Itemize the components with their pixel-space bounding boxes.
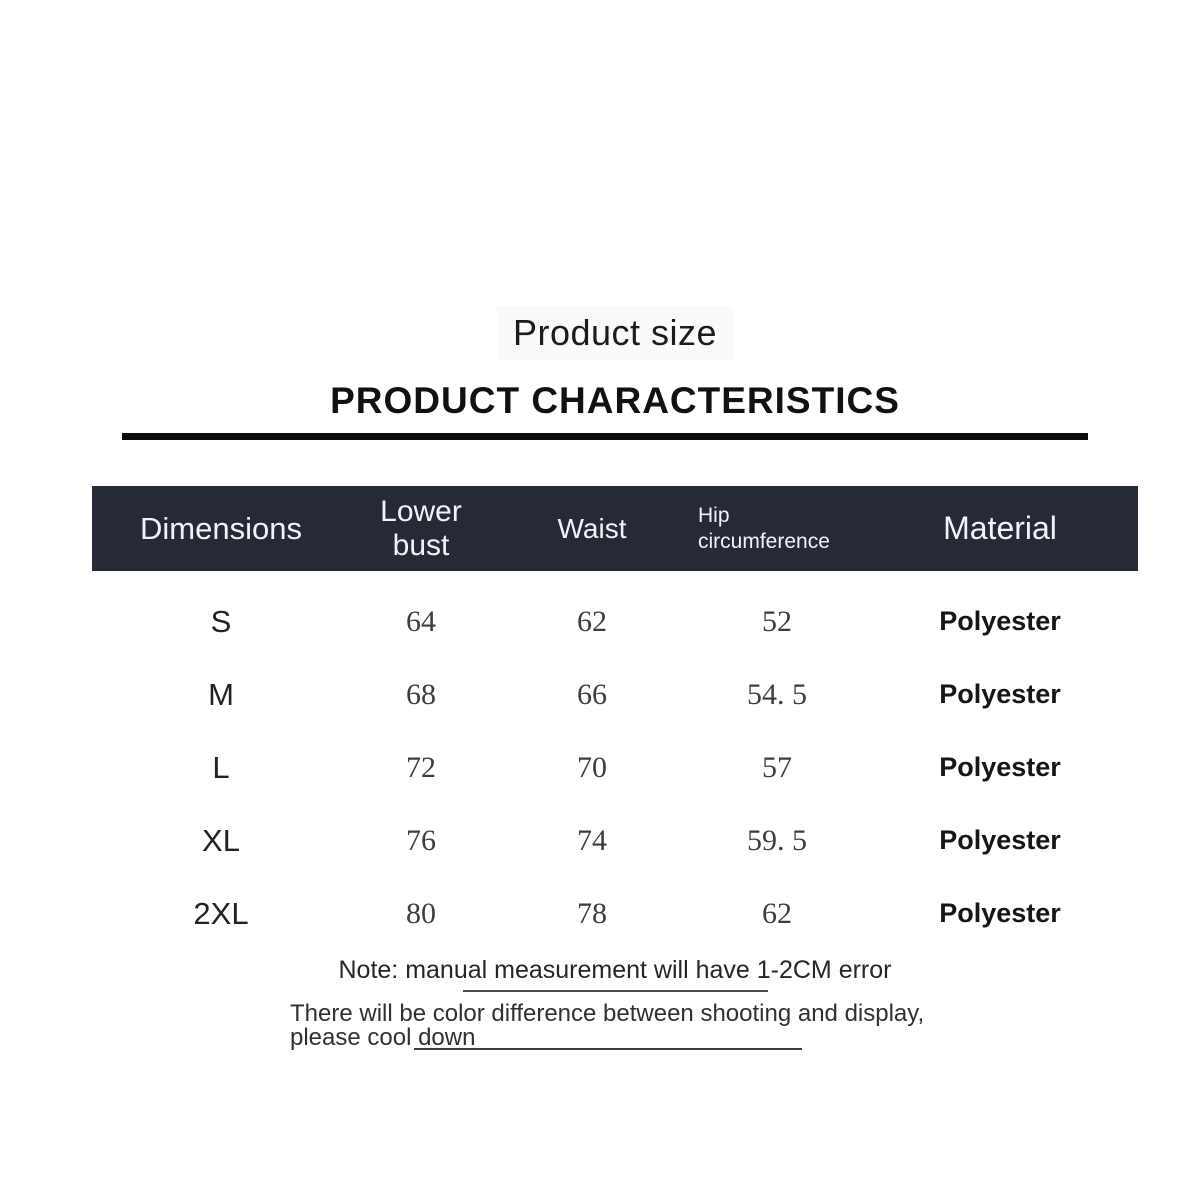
lower-bust-cell: 80	[406, 896, 436, 930]
size-cell: S	[210, 603, 232, 639]
material-cell: Polyester	[939, 679, 1061, 709]
waist-cell: 66	[577, 677, 607, 711]
heading-rule	[122, 433, 1088, 440]
column-header-hip-circumference: Hip circumference	[698, 503, 830, 553]
table-row-s: S 64 62 52 Polyester	[92, 585, 1138, 658]
column-header-dimensions: Dimensions	[140, 510, 302, 546]
material-cell: Polyester	[939, 606, 1061, 636]
waist-cell: 70	[577, 750, 607, 784]
hip-cell: 62	[762, 896, 792, 930]
size-cell: XL	[202, 822, 240, 858]
material-cell: Polyester	[939, 898, 1061, 928]
size-cell: M	[208, 676, 234, 712]
color-difference-note-underline	[414, 1048, 802, 1050]
lower-bust-cell: 64	[406, 604, 436, 638]
size-table-header-row: Dimensions Lower bust Waist Hip circumfe…	[92, 486, 1138, 571]
page-title-wrap: Product size	[0, 306, 1200, 360]
color-difference-note-line2: please cool down	[290, 1024, 476, 1051]
lower-bust-cell: 68	[406, 677, 436, 711]
lower-bust-cell: 76	[406, 823, 436, 857]
hip-cell: 57	[762, 750, 792, 784]
size-table-body: S 64 62 52 Polyester M 68 66 54. 5 Polye…	[92, 585, 1138, 950]
hip-cell: 54. 5	[747, 677, 807, 711]
table-row-m: M 68 66 54. 5 Polyester	[92, 658, 1138, 731]
page-title: Product size	[496, 306, 734, 360]
table-row-l: L 72 70 57 Polyester	[92, 731, 1138, 804]
measurement-note: Note: manual measurement will have 1-2CM…	[338, 956, 892, 984]
lower-bust-cell: 72	[406, 750, 436, 784]
waist-cell: 78	[577, 896, 607, 930]
waist-cell: 62	[577, 604, 607, 638]
material-cell: Polyester	[939, 825, 1061, 855]
color-difference-note: There will be color difference between s…	[290, 1002, 990, 1050]
material-cell: Polyester	[939, 752, 1061, 782]
column-header-lower-bust: Lower bust	[380, 494, 462, 562]
size-cell: 2XL	[193, 895, 249, 931]
measurement-note-underline	[463, 990, 768, 992]
table-row-2xl: 2XL 80 78 62 Polyester	[92, 877, 1138, 950]
hip-cell: 52	[762, 604, 792, 638]
color-difference-note-line1: There will be color difference between s…	[290, 1000, 925, 1027]
table-row-xl: XL 76 74 59. 5 Polyester	[92, 804, 1138, 877]
column-header-material: Material	[943, 510, 1057, 546]
column-header-waist: Waist	[557, 512, 627, 544]
hip-cell: 59. 5	[747, 823, 807, 857]
section-heading: PRODUCT CHARACTERISTICS	[330, 380, 900, 421]
size-cell: L	[212, 749, 230, 785]
waist-cell: 74	[577, 823, 607, 857]
